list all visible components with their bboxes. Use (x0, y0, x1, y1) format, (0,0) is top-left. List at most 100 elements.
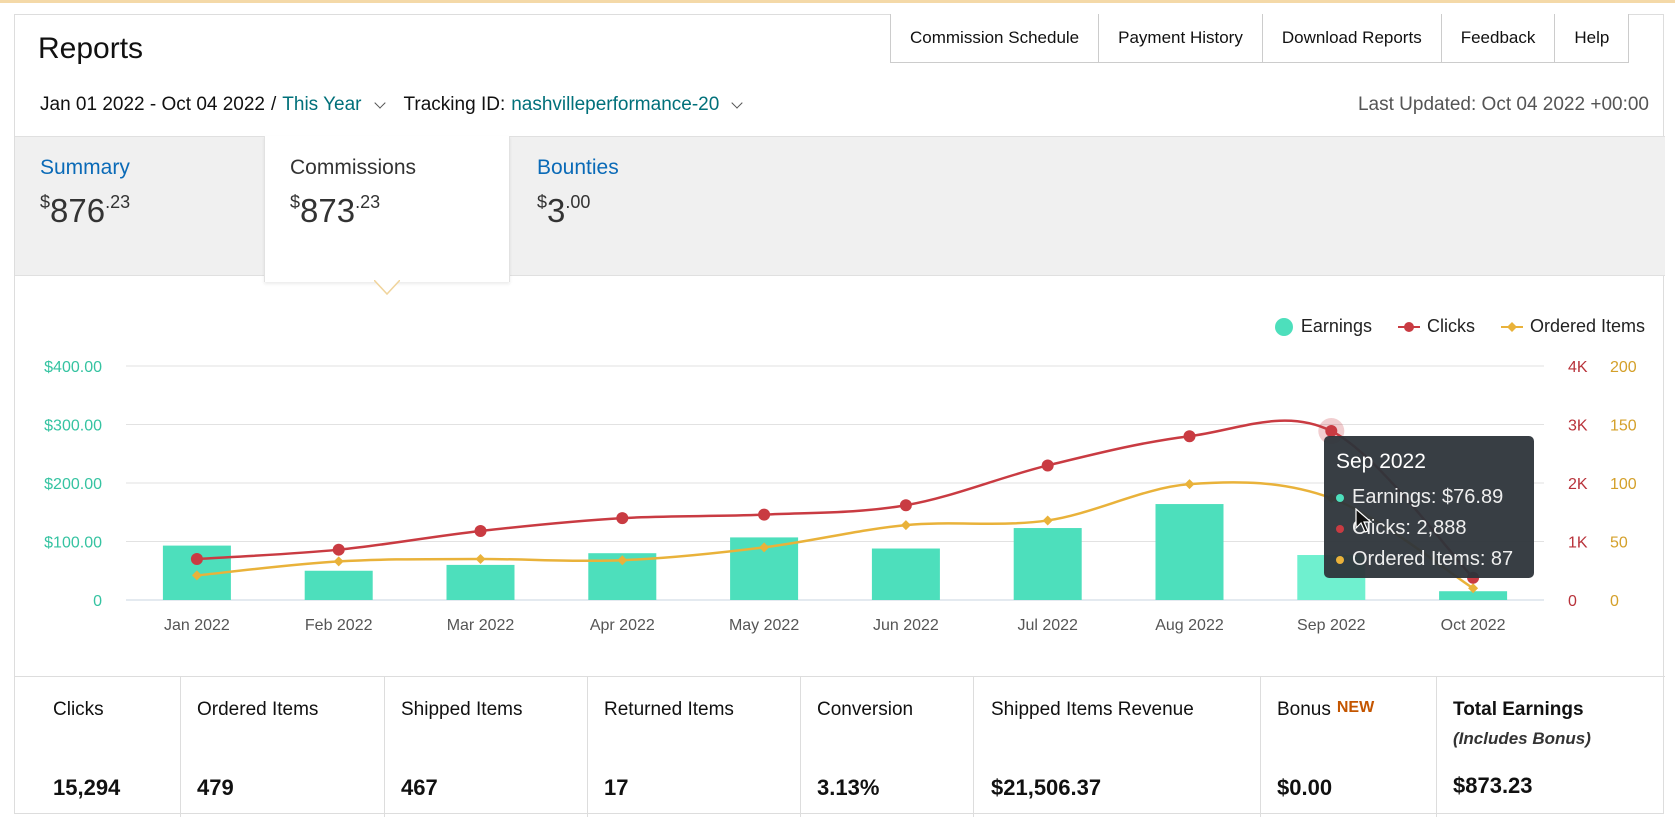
x-tick-label: Apr 2022 (590, 617, 655, 634)
chart-tooltip: Sep 2022 Earnings: $76.89 Clicks: 2,888 … (1324, 436, 1534, 578)
y-left-tick: $400.00 (44, 359, 102, 376)
stats-row: Clicks 15,294 Ordered Items 479 Shipped … (15, 676, 1665, 817)
stat-shipped-revenue: Shipped Items Revenue $21,506.37 (974, 677, 1261, 817)
point-ordered-items (1468, 583, 1479, 594)
bar-earnings (871, 548, 940, 600)
y-clicks-tick: 3K (1568, 418, 1588, 435)
stat-clicks-value: 15,294 (53, 775, 121, 800)
legend-clicks-label: Clicks (1426, 316, 1475, 336)
bar-earnings (304, 570, 373, 600)
tab-commissions[interactable]: Commissions $873.23 (264, 136, 510, 282)
y-ordered-tick: 50 (1610, 535, 1628, 552)
y-ordered-tick: 100 (1610, 476, 1637, 493)
chevron-down-icon[interactable] (373, 97, 386, 109)
period-dropdown[interactable]: This Year (282, 94, 362, 115)
chart-legend: Earnings Clicks Ordered Items (1274, 316, 1645, 337)
x-tick-label: May 2022 (729, 617, 799, 634)
point-ordered-items (900, 520, 911, 531)
tab-bounties[interactable]: Bounties $3.00 (512, 136, 644, 282)
point-clicks (332, 543, 345, 556)
legend-earnings-label: Earnings (1300, 316, 1372, 336)
stat-shipped-value: 467 (401, 775, 438, 800)
stat-returned-items: Returned Items 17 (588, 677, 801, 817)
chevron-down-icon[interactable] (731, 97, 743, 109)
point-ordered-items (1184, 479, 1195, 490)
new-badge: NEW (1336, 699, 1375, 716)
stat-conversion-value: 3.13% (817, 775, 880, 800)
x-tick-label: Mar 2022 (447, 617, 515, 634)
stat-revenue-value: $21,506.37 (991, 775, 1102, 800)
legend-earnings[interactable]: Earnings (1274, 316, 1372, 337)
tab-pointer-icon (374, 280, 400, 296)
stat-ordered-value: 479 (197, 775, 234, 800)
performance-chart: 0 0 0 $100.00 1K 50 $200.00 2K 100 $300.00 3K 150 $4… (44, 359, 1637, 634)
point-clicks (1183, 430, 1196, 443)
y-clicks-tick: 4K (1568, 359, 1588, 376)
bar-earnings (446, 564, 515, 600)
point-ordered-items (1042, 515, 1053, 526)
top-nav: Commission Schedule Payment History Down… (890, 14, 1630, 63)
x-tick-label: Feb 2022 (305, 617, 373, 634)
tab-commissions-label: Commissions (290, 156, 417, 179)
date-separator: / (271, 94, 277, 115)
point-clicks (899, 499, 912, 512)
stat-bonus-label: Bonus NEW (1277, 699, 1375, 720)
help-button[interactable]: Help (1574, 28, 1610, 47)
y-left-tick: $300.00 (44, 418, 102, 435)
bar-earnings (1013, 528, 1082, 600)
stat-returned-label: Returned Items (604, 699, 734, 720)
feedback-button[interactable]: Feedback (1442, 14, 1556, 62)
stat-ordered-label: Ordered Items (197, 699, 319, 720)
tab-bounties-label[interactable]: Bounties (537, 156, 619, 179)
stat-bonus-value: $0.00 (1277, 775, 1333, 800)
y-clicks-tick: 2K (1568, 476, 1588, 493)
point-ordered-items (475, 554, 486, 565)
stat-total-label: Total Earnings (1453, 699, 1584, 720)
legend-ordered-marker (1500, 321, 1523, 332)
stat-conversion: Conversion 3.13% (801, 677, 974, 817)
x-tick-label: Jun 2022 (873, 617, 939, 634)
tab-summary-label[interactable]: Summary (40, 156, 130, 179)
tab-summary-amount: $876.23 (40, 192, 131, 229)
x-tick-label: Sep 2022 (1297, 617, 1366, 634)
top-accent-line (0, 0, 1675, 3)
legend-clicks-marker (1397, 321, 1420, 332)
legend-clicks[interactable]: Clicks (1397, 316, 1475, 337)
point-clicks (190, 553, 203, 566)
point-ordered-items (759, 542, 770, 553)
line-clicks (196, 419, 1474, 579)
stat-clicks: Clicks 15,294 (15, 677, 181, 817)
legend-earnings-marker (1274, 317, 1293, 336)
y-ordered-tick: 200 (1610, 359, 1637, 376)
point-ordered-items (617, 555, 628, 566)
stat-total-earnings: Total Earnings (Includes Bonus) $873.23 (1437, 677, 1665, 817)
tooltip-title: Sep 2022 (1336, 450, 1426, 473)
stat-bonus: Bonus NEW $0.00 (1261, 677, 1437, 817)
tab-bounties-amount: $3.00 (537, 192, 591, 229)
tooltip-ordered-row: Ordered Items: 87 (1336, 544, 1522, 575)
stat-total-value: $873.23 (1453, 773, 1533, 798)
stat-revenue-label: Shipped Items Revenue (991, 699, 1194, 720)
tracking-id-dropdown[interactable]: nashvilleperformance-20 (511, 94, 720, 115)
page-title: Reports (38, 32, 144, 65)
tab-summary[interactable]: Summary $876.23 (15, 136, 155, 282)
payment-history-button[interactable]: Payment History (1099, 14, 1263, 62)
tab-commissions-amount: $873.23 (290, 192, 381, 229)
legend-ordered-items[interactable]: Ordered Items (1500, 316, 1645, 337)
stat-shipped-label: Shipped Items (401, 699, 523, 720)
y-left-tick: $100.00 (44, 535, 102, 552)
legend-ordered-label: Ordered Items (1529, 316, 1645, 336)
x-tick-label: Jul 2022 (1017, 617, 1078, 634)
x-tick-label: Oct 2022 (1441, 617, 1506, 634)
commission-schedule-button[interactable]: Commission Schedule (891, 14, 1100, 62)
download-reports-button[interactable]: Download Reports (1263, 14, 1442, 62)
point-clicks (1325, 425, 1338, 438)
stat-total-sub: (Includes Bonus) (1453, 729, 1591, 748)
line-ordered-items (196, 481, 1474, 590)
tooltip-clicks-row: Clicks: 2,888 (1336, 513, 1522, 544)
point-ordered-items (333, 556, 344, 567)
stat-clicks-label: Clicks (53, 699, 104, 720)
y-ordered-tick: 150 (1610, 418, 1637, 435)
y-clicks-tick: 0 (1568, 593, 1577, 610)
y-ordered-tick: 0 (1610, 593, 1619, 610)
